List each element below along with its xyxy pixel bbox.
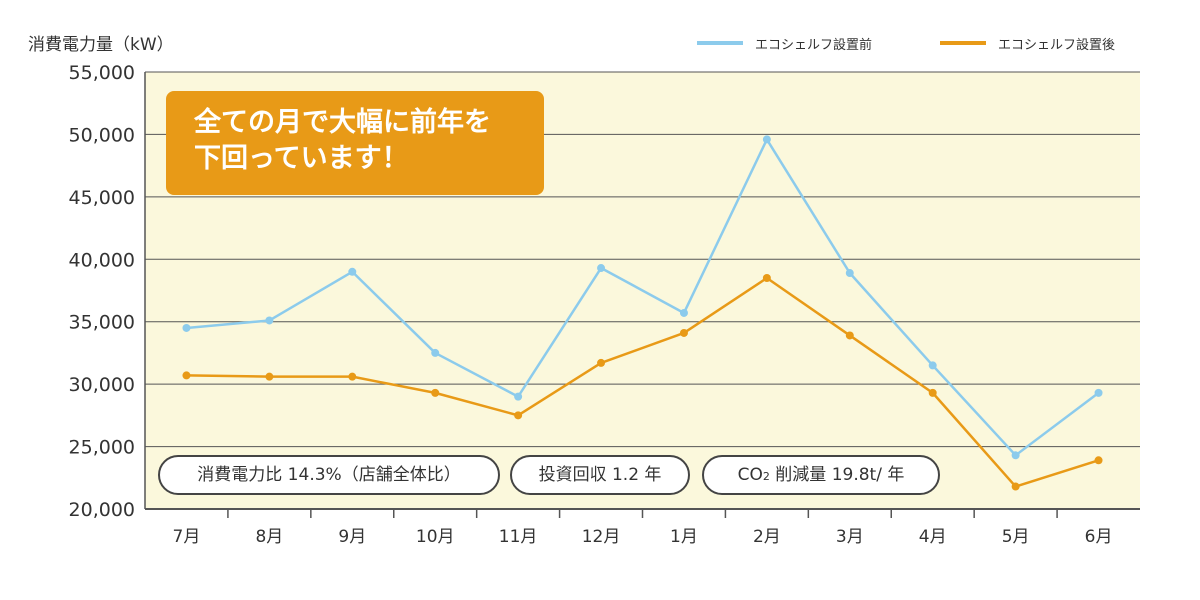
co2-subscript: 2 <box>762 470 770 483</box>
x-tick-label: 8月 <box>255 527 283 547</box>
legend-label: エコシェルフ設置前 <box>755 37 872 53</box>
series-line-1 <box>186 276 1099 488</box>
data-point <box>928 361 937 370</box>
y-tick-label: 30,000 <box>69 374 135 396</box>
data-point <box>845 331 854 340</box>
power-ratio-badge: 消費電力比 14.3%（店舗全体比） <box>158 455 500 495</box>
x-axis-ticks: 7月 8月 9月 10月 11月 12月 1月 2月 3月 4月 5月 6月 <box>173 509 1113 547</box>
data-point <box>348 372 357 381</box>
x-tick-label: 9月 <box>338 527 366 547</box>
payback-text: 投資回収 1.2 年 <box>538 465 662 485</box>
y-tick-label: 20,000 <box>69 499 135 521</box>
y-tick-label: 40,000 <box>69 249 135 271</box>
co2-prefix: CO <box>737 465 763 485</box>
data-point <box>514 392 523 401</box>
y-tick-label: 25,000 <box>69 437 135 459</box>
data-point <box>597 264 606 273</box>
data-point <box>762 135 771 144</box>
x-tick-label: 2月 <box>753 527 781 547</box>
data-point <box>348 267 357 276</box>
legend: エコシェルフ設置前 エコシェルフ設置後 <box>697 37 1115 53</box>
callout-line-1: 全ての月で大幅に前年を <box>194 107 491 138</box>
series-line-0 <box>186 138 1100 457</box>
data-point <box>597 358 606 367</box>
series-group <box>182 135 1103 491</box>
data-point <box>265 372 274 381</box>
x-tick-label: 12月 <box>582 527 621 547</box>
data-point <box>928 388 937 397</box>
y-tick-label: 55,000 <box>69 62 135 84</box>
x-tick-label: 1月 <box>670 527 698 547</box>
x-tick-label: 5月 <box>1002 527 1030 547</box>
legend-label: エコシェルフ設置後 <box>998 37 1115 53</box>
data-point <box>762 274 771 283</box>
x-tick-label: 10月 <box>416 527 455 547</box>
co2-badge: CO2 削減量 19.8t/ 年 <box>702 455 940 495</box>
data-point <box>514 411 523 420</box>
data-point <box>845 269 854 278</box>
data-point <box>265 316 274 325</box>
power-ratio-text: 消費電力比 14.3%（店舗全体比） <box>197 465 461 485</box>
data-point <box>1094 388 1103 397</box>
co2-suffix: 削減量 19.8t/ 年 <box>769 465 905 485</box>
y-tick-label: 45,000 <box>69 187 135 209</box>
y-tick-label: 35,000 <box>69 312 135 334</box>
data-point <box>679 308 688 317</box>
callout-line-2: 下回っています！ <box>194 143 409 174</box>
data-point <box>1011 451 1020 460</box>
x-tick-label: 11月 <box>499 527 538 547</box>
y-axis-ticks: 20,000 25,000 30,000 35,000 40,000 45,000 50,0… <box>69 62 135 521</box>
x-tick-label: 4月 <box>919 527 947 547</box>
y-axis-label: 消費電力量（kW） <box>28 35 174 55</box>
data-point <box>182 323 191 332</box>
x-tick-label: 7月 <box>173 527 201 547</box>
data-point <box>679 328 688 337</box>
data-point <box>431 348 440 357</box>
x-tick-label: 3月 <box>836 527 864 547</box>
data-point <box>1094 456 1103 465</box>
data-point <box>1011 482 1020 491</box>
data-point <box>182 371 191 380</box>
data-point <box>431 388 440 397</box>
payback-badge: 投資回収 1.2 年 <box>510 455 690 495</box>
x-tick-label: 6月 <box>1085 527 1113 547</box>
y-tick-label: 50,000 <box>69 124 135 146</box>
callout-box: 全ての月で大幅に前年を 下回っています！ <box>166 91 544 195</box>
